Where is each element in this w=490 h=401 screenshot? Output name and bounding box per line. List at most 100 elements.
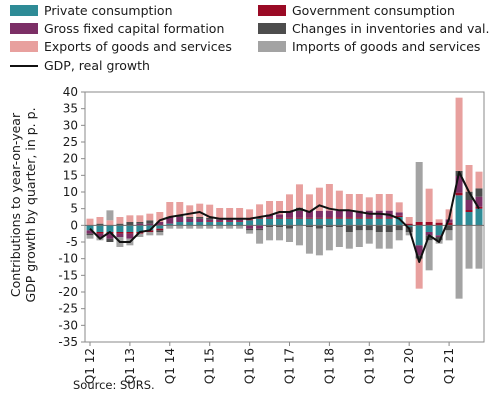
bar-segment xyxy=(276,218,284,226)
x-tick-label: Q1 14 xyxy=(163,348,177,384)
bar-segment xyxy=(435,237,443,241)
bar-segment xyxy=(305,211,313,218)
bar-segment xyxy=(186,225,194,229)
bar-segment xyxy=(96,225,104,232)
bar-segment xyxy=(106,220,114,226)
bar-segment xyxy=(425,240,433,271)
bar-segment xyxy=(405,232,413,236)
bar-segment xyxy=(106,225,114,232)
bar-segment xyxy=(475,171,483,189)
legend-swatch xyxy=(10,23,38,34)
bar-segment xyxy=(345,210,353,218)
bar-segment xyxy=(385,218,393,226)
bar-segment xyxy=(156,228,164,231)
bar-segment xyxy=(246,225,254,229)
y-tick-label: 10 xyxy=(63,185,78,199)
bar-segment xyxy=(176,225,184,229)
bar-segment xyxy=(375,194,383,211)
bar-segment xyxy=(445,230,453,241)
bar-segment xyxy=(415,162,423,222)
bar-segment xyxy=(465,165,473,192)
bar-segment xyxy=(325,210,333,218)
bar-segment xyxy=(126,215,134,222)
bar-segment xyxy=(146,232,154,236)
bar-segment xyxy=(285,194,293,211)
bar-segment xyxy=(355,218,363,226)
bar-segment xyxy=(276,227,284,241)
bar-segment xyxy=(295,184,303,208)
bar-segment xyxy=(365,230,373,244)
x-tick-label: Q1 17 xyxy=(282,348,296,384)
bar-segment xyxy=(395,212,403,216)
gdp-growth-line xyxy=(89,171,480,263)
bar-segment xyxy=(166,225,174,229)
legend-swatch xyxy=(10,41,38,52)
bar-segment xyxy=(435,225,443,236)
bar-segment xyxy=(385,217,393,219)
bar-segment xyxy=(176,222,184,226)
bar-segment xyxy=(126,222,134,226)
bar-segment xyxy=(206,221,214,222)
bar-segment xyxy=(136,233,144,237)
bar-segment xyxy=(206,219,214,222)
bar-segment xyxy=(246,230,254,234)
bar-segment xyxy=(335,190,343,211)
bar-segment xyxy=(276,201,284,215)
bar-segment xyxy=(216,208,224,218)
bar-segment xyxy=(256,218,264,226)
bar-segment xyxy=(116,223,124,226)
bar-segment xyxy=(335,227,343,247)
bar-segment xyxy=(156,212,164,222)
bar-segment xyxy=(295,225,303,246)
bar-segment xyxy=(196,203,204,217)
source-note: Source: SURS. xyxy=(73,378,155,392)
bar-segment xyxy=(226,225,234,229)
bar-segment xyxy=(96,223,104,226)
bar-segment xyxy=(455,97,463,171)
bar-segment xyxy=(335,218,343,226)
legend-item-exports: Exports of goods and services xyxy=(10,39,232,54)
bar-segment xyxy=(345,194,353,211)
bar-segment xyxy=(325,218,333,226)
bar-segment xyxy=(315,217,323,219)
bar-segment xyxy=(236,219,244,222)
y-tick-label: -30 xyxy=(58,318,78,332)
bar-segment xyxy=(206,225,214,229)
bar-segment xyxy=(146,225,154,231)
bar-segment xyxy=(126,233,134,239)
bar-segment xyxy=(365,197,373,211)
bar-segment xyxy=(325,225,333,227)
bar-segment xyxy=(285,211,293,218)
legend-item-gross-fixed-capital-formation: Gross fixed capital formation xyxy=(10,21,224,36)
bar-segment xyxy=(276,217,284,219)
bar-segment xyxy=(136,225,144,232)
bar-segment xyxy=(355,210,363,218)
y-tick-label: -35 xyxy=(58,335,78,349)
bar-segment xyxy=(136,215,144,222)
bar-segment xyxy=(146,223,154,226)
bar-segment xyxy=(345,217,353,219)
bar-segment xyxy=(116,233,124,237)
legend-item-private-consumption: Private consumption xyxy=(10,3,173,18)
bar-segment xyxy=(365,225,373,231)
bar-segment xyxy=(246,209,254,220)
bar-segment xyxy=(445,222,453,226)
bar-segment xyxy=(425,188,433,222)
bar-segment xyxy=(325,184,333,211)
bar-segment xyxy=(345,232,353,249)
bar-segment xyxy=(106,238,114,242)
x-tick-label: Q1 19 xyxy=(362,348,376,384)
bar-segment xyxy=(285,218,293,226)
bar-segment xyxy=(435,222,443,226)
bar-segment xyxy=(246,220,254,226)
bar-segment xyxy=(236,221,244,222)
bar-segment xyxy=(375,217,383,219)
bar-segment xyxy=(305,227,313,254)
bar-segment xyxy=(465,212,473,226)
legend-swatch xyxy=(258,5,286,16)
bar-segment xyxy=(465,200,473,210)
x-tick-label: Q1 16 xyxy=(243,348,257,384)
bar-segment xyxy=(86,225,94,231)
bar-segment xyxy=(176,217,184,222)
legend-label: Private consumption xyxy=(44,3,173,18)
